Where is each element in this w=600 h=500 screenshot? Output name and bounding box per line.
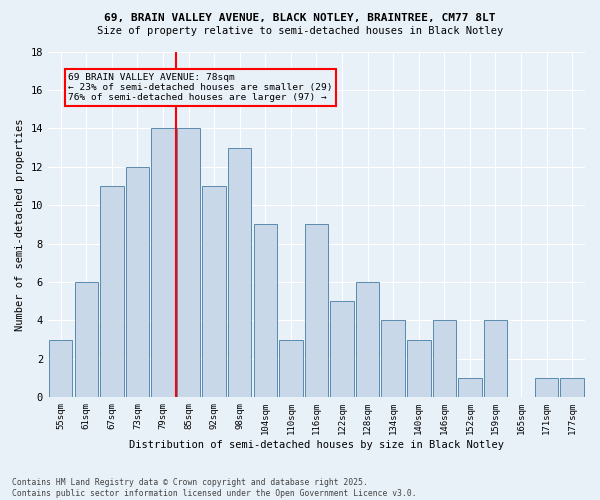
Bar xyxy=(177,128,200,398)
Bar xyxy=(279,340,302,398)
Bar xyxy=(560,378,584,398)
Bar xyxy=(458,378,482,398)
Bar xyxy=(305,224,328,398)
Bar xyxy=(202,186,226,398)
Bar xyxy=(330,302,354,398)
X-axis label: Distribution of semi-detached houses by size in Black Notley: Distribution of semi-detached houses by … xyxy=(129,440,504,450)
Text: Size of property relative to semi-detached houses in Black Notley: Size of property relative to semi-detach… xyxy=(97,26,503,36)
Bar xyxy=(49,340,73,398)
Bar xyxy=(228,148,251,398)
Bar xyxy=(484,320,507,398)
Bar xyxy=(382,320,405,398)
Bar xyxy=(100,186,124,398)
Text: 69, BRAIN VALLEY AVENUE, BLACK NOTLEY, BRAINTREE, CM77 8LT: 69, BRAIN VALLEY AVENUE, BLACK NOTLEY, B… xyxy=(104,12,496,22)
Bar xyxy=(356,282,379,398)
Text: Contains HM Land Registry data © Crown copyright and database right 2025.
Contai: Contains HM Land Registry data © Crown c… xyxy=(12,478,416,498)
Y-axis label: Number of semi-detached properties: Number of semi-detached properties xyxy=(15,118,25,330)
Bar xyxy=(407,340,431,398)
Bar xyxy=(74,282,98,398)
Bar xyxy=(254,224,277,398)
Text: 69 BRAIN VALLEY AVENUE: 78sqm
← 23% of semi-detached houses are smaller (29)
76%: 69 BRAIN VALLEY AVENUE: 78sqm ← 23% of s… xyxy=(68,72,333,102)
Bar xyxy=(151,128,175,398)
Bar xyxy=(125,167,149,398)
Bar xyxy=(535,378,559,398)
Bar xyxy=(433,320,456,398)
